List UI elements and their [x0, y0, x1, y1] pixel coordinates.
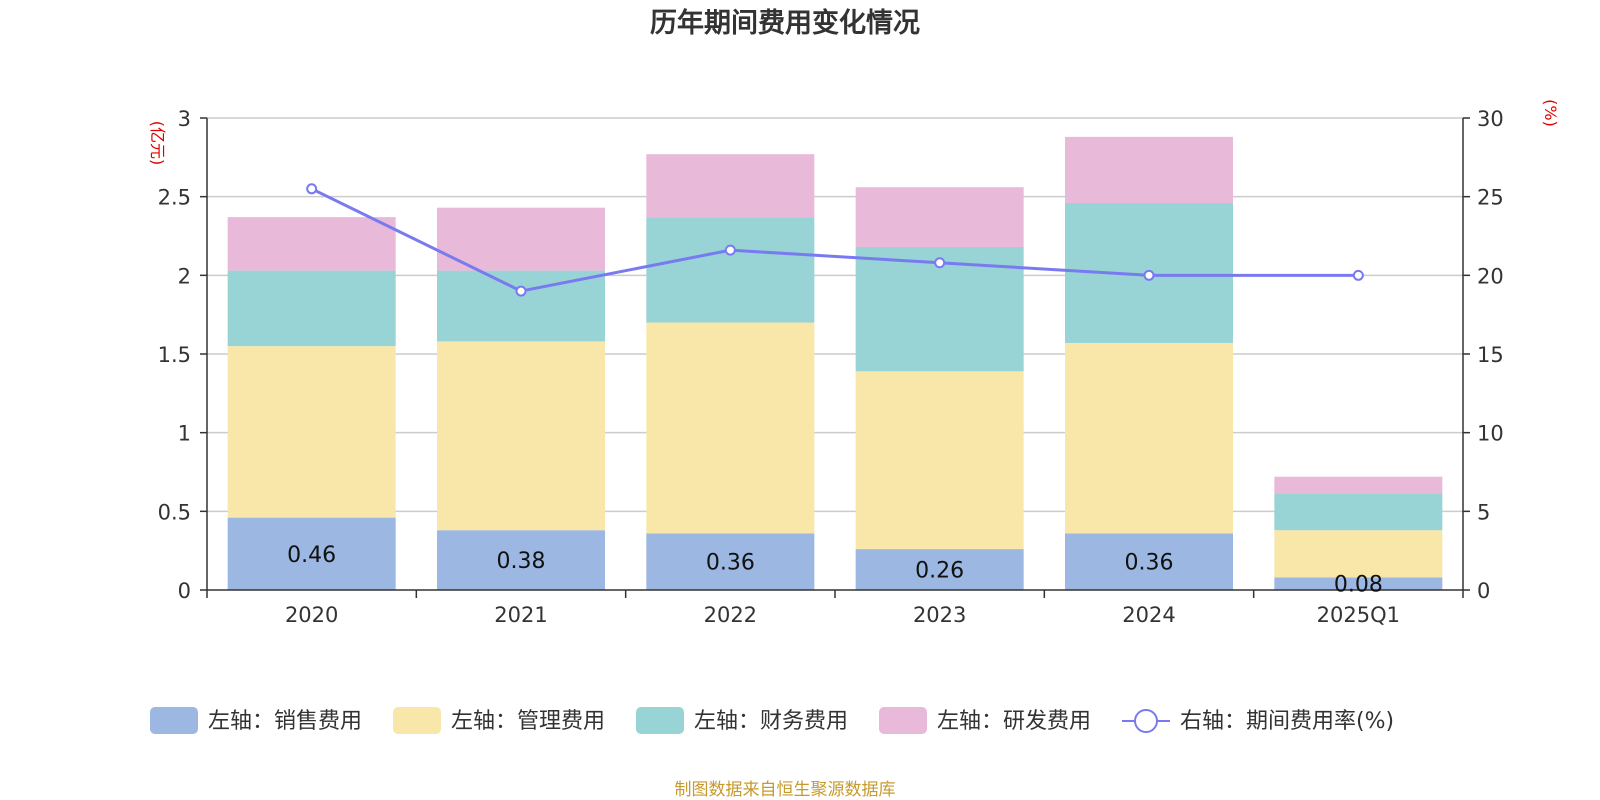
bar-3-2021 — [437, 270, 605, 342]
legend-label: 左轴：研发费用 — [937, 709, 1091, 734]
rate-point-2023 — [934, 257, 946, 269]
right-axis-unit: (%) — [1541, 99, 1560, 127]
bar-1-2020 — [227, 517, 396, 590]
legend[interactable]: 左轴：销售费用 左轴：管理费用 左轴：财务费用 左轴：研发费用 右轴：期间费用率(%) — [150, 707, 1394, 734]
rate-point-2022 — [724, 244, 736, 256]
rate-point-2020 — [306, 183, 318, 195]
x-tick-label: 2020 — [285, 603, 338, 627]
left-tick-label: 0 — [178, 579, 191, 603]
legend-item-4[interactable]: 左轴：研发费用 — [879, 707, 1091, 734]
legend-swatch — [879, 707, 927, 734]
legend-label: 左轴：管理费用 — [451, 709, 605, 734]
legend-swatch — [393, 707, 441, 734]
left-tick-label: 1.5 — [158, 343, 191, 367]
bar-1-2023 — [855, 549, 1024, 590]
bar-groups — [227, 136, 1443, 590]
bar-1-2021 — [437, 530, 605, 590]
bar-2-2024 — [1065, 342, 1233, 534]
rate-point-2025Q1 — [1352, 269, 1364, 281]
left-tick-label: 2 — [178, 264, 191, 288]
right-tick-label: 25 — [1477, 186, 1504, 210]
legend-swatch — [150, 707, 198, 734]
data-labels: 0.46 0.38 0.36 0.26 0.36 0.08 — [287, 543, 1383, 598]
left-tick-label: 2.5 — [158, 186, 191, 210]
bar-data-label: 0.46 — [287, 543, 336, 568]
bar-1-2022 — [646, 533, 815, 590]
x-tick-label: 2022 — [704, 603, 757, 627]
left-tick-label: 1 — [178, 422, 191, 446]
bar-4-2024 — [1065, 136, 1233, 203]
bar-4-2020 — [227, 217, 396, 271]
data-source-footer: 制图数据来自恒生聚源数据库 — [675, 780, 896, 800]
legend-item-5[interactable]: 右轴：期间费用率(%) — [1122, 709, 1394, 734]
bar-1-2025Q1 — [1274, 577, 1443, 590]
bar-3-2020 — [227, 270, 396, 347]
bar-4-2025Q1 — [1274, 476, 1443, 495]
rate-line — [306, 183, 1364, 297]
bar-3-2022 — [646, 217, 815, 323]
bar-2-2021 — [437, 341, 605, 531]
rate-point-2021 — [515, 285, 527, 297]
right-tick-label: 5 — [1477, 500, 1490, 524]
right-tick-label: 15 — [1477, 343, 1504, 367]
bar-data-label: 0.38 — [497, 549, 546, 574]
rate-point-2024 — [1143, 269, 1155, 281]
x-tick-label: 2025Q1 — [1317, 603, 1400, 627]
right-tick-label: 30 — [1477, 107, 1504, 131]
legend-swatch — [636, 707, 684, 734]
bar-4-2022 — [646, 154, 815, 218]
legend-item-3[interactable]: 左轴：财务费用 — [636, 707, 848, 734]
bar-data-label: 0.36 — [706, 551, 755, 576]
legend-label: 左轴：财务费用 — [694, 709, 848, 734]
left-tick-label: 0.5 — [158, 500, 191, 524]
bar-data-label: 0.08 — [1334, 573, 1383, 598]
right-tick-label: 20 — [1477, 264, 1504, 288]
bar-data-label: 0.36 — [1125, 551, 1174, 576]
rate-line-path — [311, 187, 1359, 293]
bar-2-2022 — [646, 322, 815, 534]
bar-2-2020 — [227, 346, 396, 518]
legend-label: 左轴：销售费用 — [208, 709, 362, 734]
x-tick-label: 2024 — [1122, 603, 1175, 627]
bar-2-2023 — [855, 371, 1024, 550]
bar-2-2025Q1 — [1274, 530, 1443, 578]
right-tick-label: 0 — [1477, 579, 1490, 603]
bar-3-2025Q1 — [1274, 494, 1443, 531]
legend-item-2[interactable]: 左轴：管理费用 — [393, 707, 605, 734]
bar-4-2021 — [437, 207, 605, 271]
bar-data-label: 0.26 — [915, 559, 964, 584]
right-tick-label: 10 — [1477, 422, 1504, 446]
x-tick-label: 2021 — [494, 603, 547, 627]
left-axis-unit: (亿元) — [148, 121, 167, 166]
legend-circle-swatch — [1134, 709, 1158, 733]
left-tick-label: 3 — [178, 107, 191, 131]
legend-label: 右轴：期间费用率(%) — [1180, 709, 1394, 734]
bar-1-2024 — [1065, 533, 1233, 590]
chart-title: 历年期间费用变化情况 — [650, 7, 920, 39]
x-tick-label: 2023 — [913, 603, 966, 627]
grid-lines — [207, 117, 1463, 513]
legend-item-1[interactable]: 左轴：销售费用 — [150, 707, 362, 734]
bar-4-2023 — [855, 187, 1024, 248]
